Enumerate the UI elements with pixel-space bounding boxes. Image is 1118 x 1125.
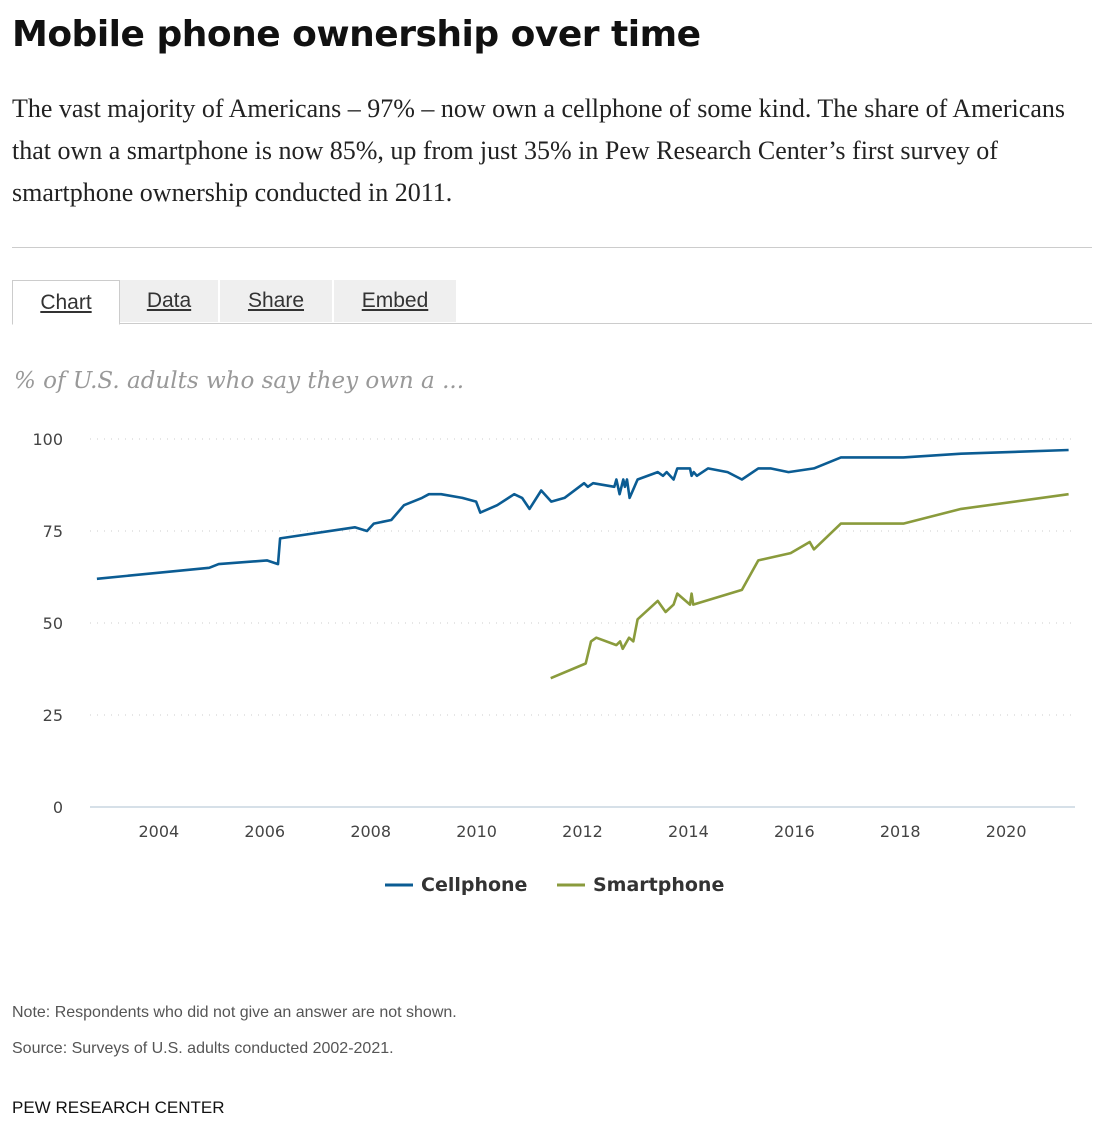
tab-bar: Chart Data Share Embed <box>12 280 1092 325</box>
series-line-cellphone <box>96 448 1069 581</box>
y-tick-label: 25 <box>43 706 63 725</box>
tab-embed[interactable]: Embed <box>334 280 458 322</box>
x-tick-label: 2004 <box>138 822 179 841</box>
legend-label-cellphone: Cellphone <box>421 874 527 896</box>
y-tick-label: 50 <box>43 614 63 633</box>
y-tick-label: 75 <box>43 522 63 541</box>
tab-data[interactable]: Data <box>120 280 220 322</box>
legend-label-smartphone: Smartphone <box>593 874 724 896</box>
series-line-smartphone <box>550 492 1069 680</box>
x-tick-label: 2008 <box>350 822 391 841</box>
x-tick-label: 2020 <box>986 822 1027 841</box>
y-tick-label: 100 <box>32 430 63 449</box>
page-title: Mobile phone ownership over time <box>12 14 701 55</box>
page-subtitle: The vast majority of Americans – 97% – n… <box>12 94 1065 207</box>
chart-subtitle: % of U.S. adults who say they own a ... <box>14 368 465 394</box>
line-chart: 0 25 50 75 100 2004 2006 2008 2010 2012 2014 2016 20… <box>32 430 1075 896</box>
x-tick-label: 2010 <box>456 822 497 841</box>
x-tick-label: 2014 <box>668 822 709 841</box>
x-tick-label: 2012 <box>562 822 603 841</box>
tab-chart[interactable]: Chart <box>12 280 120 325</box>
brand-logo-text: PEW RESEARCH CENTER <box>12 1098 225 1117</box>
x-tick-label: 2006 <box>244 822 285 841</box>
x-tick-label: 2018 <box>880 822 921 841</box>
chart-source: Source: Surveys of U.S. adults conducted… <box>12 1040 394 1057</box>
x-tick-label: 2016 <box>774 822 815 841</box>
y-tick-label: 0 <box>53 798 63 817</box>
tab-share[interactable]: Share <box>220 280 334 322</box>
divider <box>12 247 1092 248</box>
chart-note: Note: Respondents who did not give an an… <box>12 1004 457 1021</box>
